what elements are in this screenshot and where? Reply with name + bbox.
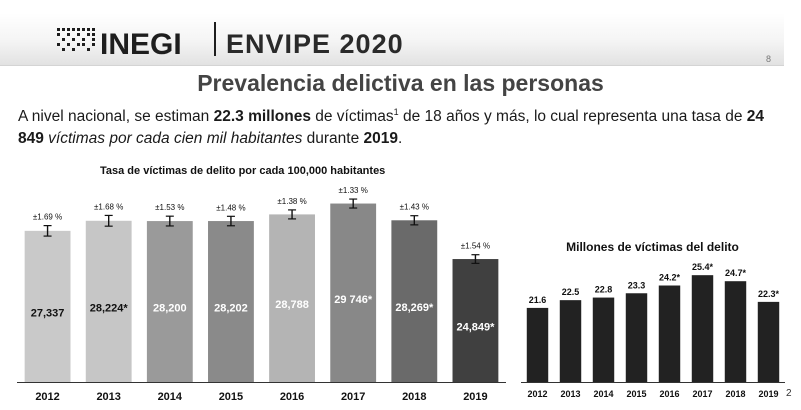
summary-text-3: de 18 años y más, lo cual representa una… (398, 108, 747, 126)
victims-x-tick-2014: 2014 (593, 389, 613, 399)
victims-x-tick-2013: 2013 (560, 389, 580, 399)
rate-value-label-2016: 28,788 (275, 299, 309, 311)
summary-text-2: de víctimas (310, 108, 394, 126)
victims-bar-2019 (757, 301, 780, 382)
page-title: Prevalencia delictiva en las personas (197, 70, 604, 96)
summary-paragraph: A nivel nacional, se estiman 22.3 millon… (18, 101, 788, 150)
victims-bar-2018 (724, 281, 747, 382)
rate-bar-2016 (269, 214, 315, 382)
victims-x-tick-2015: 2015 (626, 389, 646, 399)
victims-value-label-2012: 21.6 (529, 295, 547, 305)
rate-error-label-2019: ±1.54 % (461, 242, 490, 251)
summary-rate: 24 849 (18, 108, 765, 148)
summary-year: 2019 (363, 130, 398, 148)
rate-error-label-2014: ±1.53 % (155, 203, 184, 212)
victims-chart-title: Millones de víctimas del delito (566, 240, 739, 254)
rate-chart-title: Tasa de víctimas de delito por cada 100,… (100, 165, 386, 177)
victims-value-label-2018: 24.7* (725, 268, 747, 278)
header-band: INEGI ENVIPE 2020 (0, 13, 784, 66)
rate-value-label-2017: 29 746* (334, 294, 373, 306)
slide-number: 8 (766, 54, 772, 64)
rate-error-label-2013: ±1.68 % (94, 202, 123, 211)
footnote-marker: 1 (393, 107, 399, 117)
victims-value-label-2013: 22.5 (562, 287, 580, 297)
rate-error-label-2016: ±1.38 % (277, 197, 306, 206)
summary-period: . (398, 130, 403, 148)
victims-x-tick-2017: 2017 (692, 389, 712, 399)
inegi-logo-text: INEGI (100, 28, 182, 61)
rate-x-tick-2013: 2013 (96, 391, 120, 403)
rate-bar-2019 (452, 259, 499, 382)
rate-bar-2017 (330, 203, 377, 382)
rate-x-tick-2019: 2019 (463, 391, 487, 403)
summary-victims-count: 22.3 millones (213, 108, 311, 126)
victims-bar-2016 (658, 285, 681, 382)
survey-name: ENVIPE 2020 (226, 29, 404, 59)
rate-value-label-2014: 28,200 (153, 303, 187, 315)
footnote-number: 2 (786, 388, 792, 399)
rate-error-label-2015: ±1.48 % (216, 203, 245, 212)
rate-error-label-2012: ±1.69 % (33, 213, 62, 222)
rate-error-label-2017: ±1.33 % (339, 186, 368, 195)
victims-x-tick-2018: 2018 (725, 389, 745, 399)
rate-value-label-2019: 24,849* (456, 322, 495, 334)
inegi-logo-dots (57, 28, 95, 51)
rate-bar-2012 (24, 230, 71, 382)
rate-x-tick-2017: 2017 (341, 391, 365, 403)
rate-value-label-2015: 28,202 (214, 303, 248, 315)
header-divider (214, 22, 216, 56)
rate-value-label-2018: 28,269* (395, 302, 434, 314)
victims-value-label-2016: 24.2* (659, 273, 681, 283)
rate-value-label-2012: 27,337 (31, 307, 65, 319)
rate-x-tick-2015: 2015 (219, 391, 243, 403)
rate-bar-2018 (391, 220, 438, 382)
victims-bar-2014 (592, 297, 615, 382)
victims-x-tick-2012: 2012 (527, 389, 547, 399)
rate-x-tick-2012: 2012 (35, 391, 59, 403)
rate-bar-2014 (146, 221, 193, 382)
rate-bar-2015 (208, 221, 254, 382)
rate-value-label-2013: 28,224* (90, 302, 129, 314)
rate-error-label-2018: ±1.43 % (400, 203, 429, 212)
rate-x-tick-2018: 2018 (402, 391, 426, 403)
rate-x-tick-2014: 2014 (158, 391, 183, 403)
victims-x-tick-2019: 2019 (758, 389, 778, 399)
victims-value-label-2015: 23.3 (628, 280, 646, 290)
rate-bar-2013 (85, 220, 132, 382)
victims-value-label-2019: 22.3* (758, 289, 780, 299)
victims-value-label-2014: 22.8 (595, 285, 613, 295)
victims-bar-2012 (526, 307, 549, 382)
rate-x-tick-2016: 2016 (280, 391, 304, 403)
summary-rate-unit: víctimas por cada cien mil habitantes (43, 130, 303, 148)
inegi-logo-icon (56, 26, 100, 52)
victims-bar-2013 (559, 300, 582, 382)
victims-bar-2015 (625, 293, 648, 382)
summary-text-1: A nivel nacional, se estiman (18, 108, 214, 126)
victims-x-tick-2016: 2016 (659, 389, 679, 399)
victims-value-label-2017: 25.4* (692, 262, 714, 272)
victims-bar-2017 (691, 275, 714, 382)
summary-text-4: durante (302, 130, 364, 148)
